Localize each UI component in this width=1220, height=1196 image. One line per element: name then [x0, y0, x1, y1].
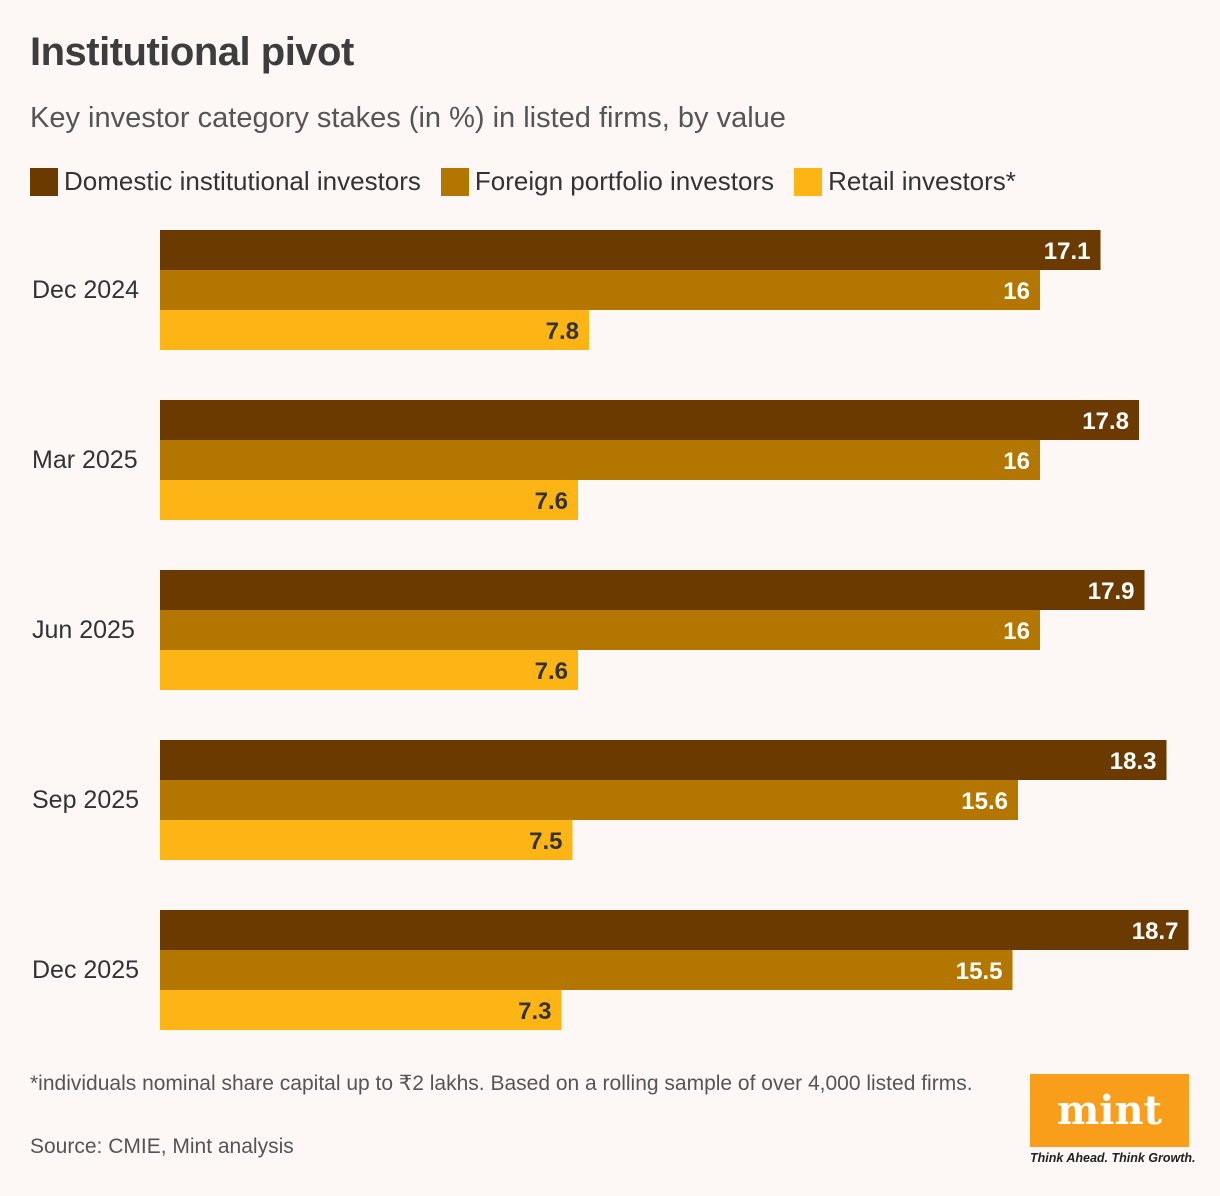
bar: [160, 480, 578, 520]
bar: [160, 440, 1040, 480]
legend-label-foreign: Foreign portfolio investors: [474, 166, 775, 196]
data-label: 7.6: [535, 488, 568, 515]
data-label: 17.8: [1082, 408, 1129, 435]
bar: [160, 270, 1040, 310]
data-label: 16: [1003, 278, 1030, 305]
data-label: 17.1: [1044, 238, 1091, 265]
legend-label-domestic: Domestic institutional investors: [64, 166, 421, 196]
data-label: 15.5: [956, 958, 1003, 985]
category-label: Sep 2025: [32, 786, 139, 814]
mint-logo: mint: [1030, 1074, 1189, 1147]
data-label: 16: [1003, 448, 1030, 475]
data-label: 18.3: [1110, 748, 1157, 775]
bar-chart: Dec 2024 17.1 16 7.8 Mar 2025 17.8 16 7.6 Jun 20…: [32, 230, 1189, 1030]
data-label: 18.7: [1132, 918, 1179, 945]
data-label: 17.9: [1088, 578, 1135, 605]
bar: [160, 230, 1101, 270]
bar: [160, 780, 1018, 820]
bar: [160, 610, 1040, 650]
legend-swatch-retail: [794, 167, 823, 196]
legend-label-retail: Retail investors*: [828, 166, 1016, 196]
data-label: 16: [1003, 618, 1030, 645]
category-label: Jun 2025: [32, 616, 135, 644]
legend-item-retail: Retail investors*: [794, 166, 1016, 197]
bar: [160, 310, 589, 350]
logo-tagline: Think Ahead. Think Growth.: [1030, 1151, 1196, 1165]
legend: Domestic institutional investors Foreign…: [30, 166, 1036, 197]
bar: [160, 910, 1189, 950]
bar: [160, 400, 1139, 440]
bar: [160, 990, 562, 1030]
category-label: Dec 2025: [32, 956, 139, 984]
data-label: 15.6: [961, 788, 1008, 815]
legend-item-foreign: Foreign portfolio investors: [440, 166, 775, 197]
legend-swatch-domestic: [30, 167, 58, 196]
category-label: Dec 2024: [32, 276, 139, 304]
bar: [160, 950, 1013, 990]
legend-item-domestic: Domestic institutional investors: [30, 166, 421, 197]
chart-title: Institutional pivot: [30, 30, 354, 74]
bar: [160, 650, 578, 690]
category-label: Mar 2025: [32, 446, 138, 474]
bar: [160, 740, 1167, 780]
bar: [160, 570, 1145, 610]
bar: [160, 820, 573, 860]
legend-swatch-foreign: [440, 167, 469, 196]
data-label: 7.3: [518, 998, 551, 1025]
source-note: Source: CMIE, Mint analysis: [30, 1135, 294, 1158]
data-label: 7.6: [535, 658, 568, 685]
data-label: 7.5: [529, 828, 562, 855]
footnote: *individuals nominal share capital up to…: [30, 1072, 973, 1095]
chart-subtitle: Key investor category stakes (in %) in l…: [30, 102, 786, 134]
data-label: 7.8: [546, 318, 579, 345]
